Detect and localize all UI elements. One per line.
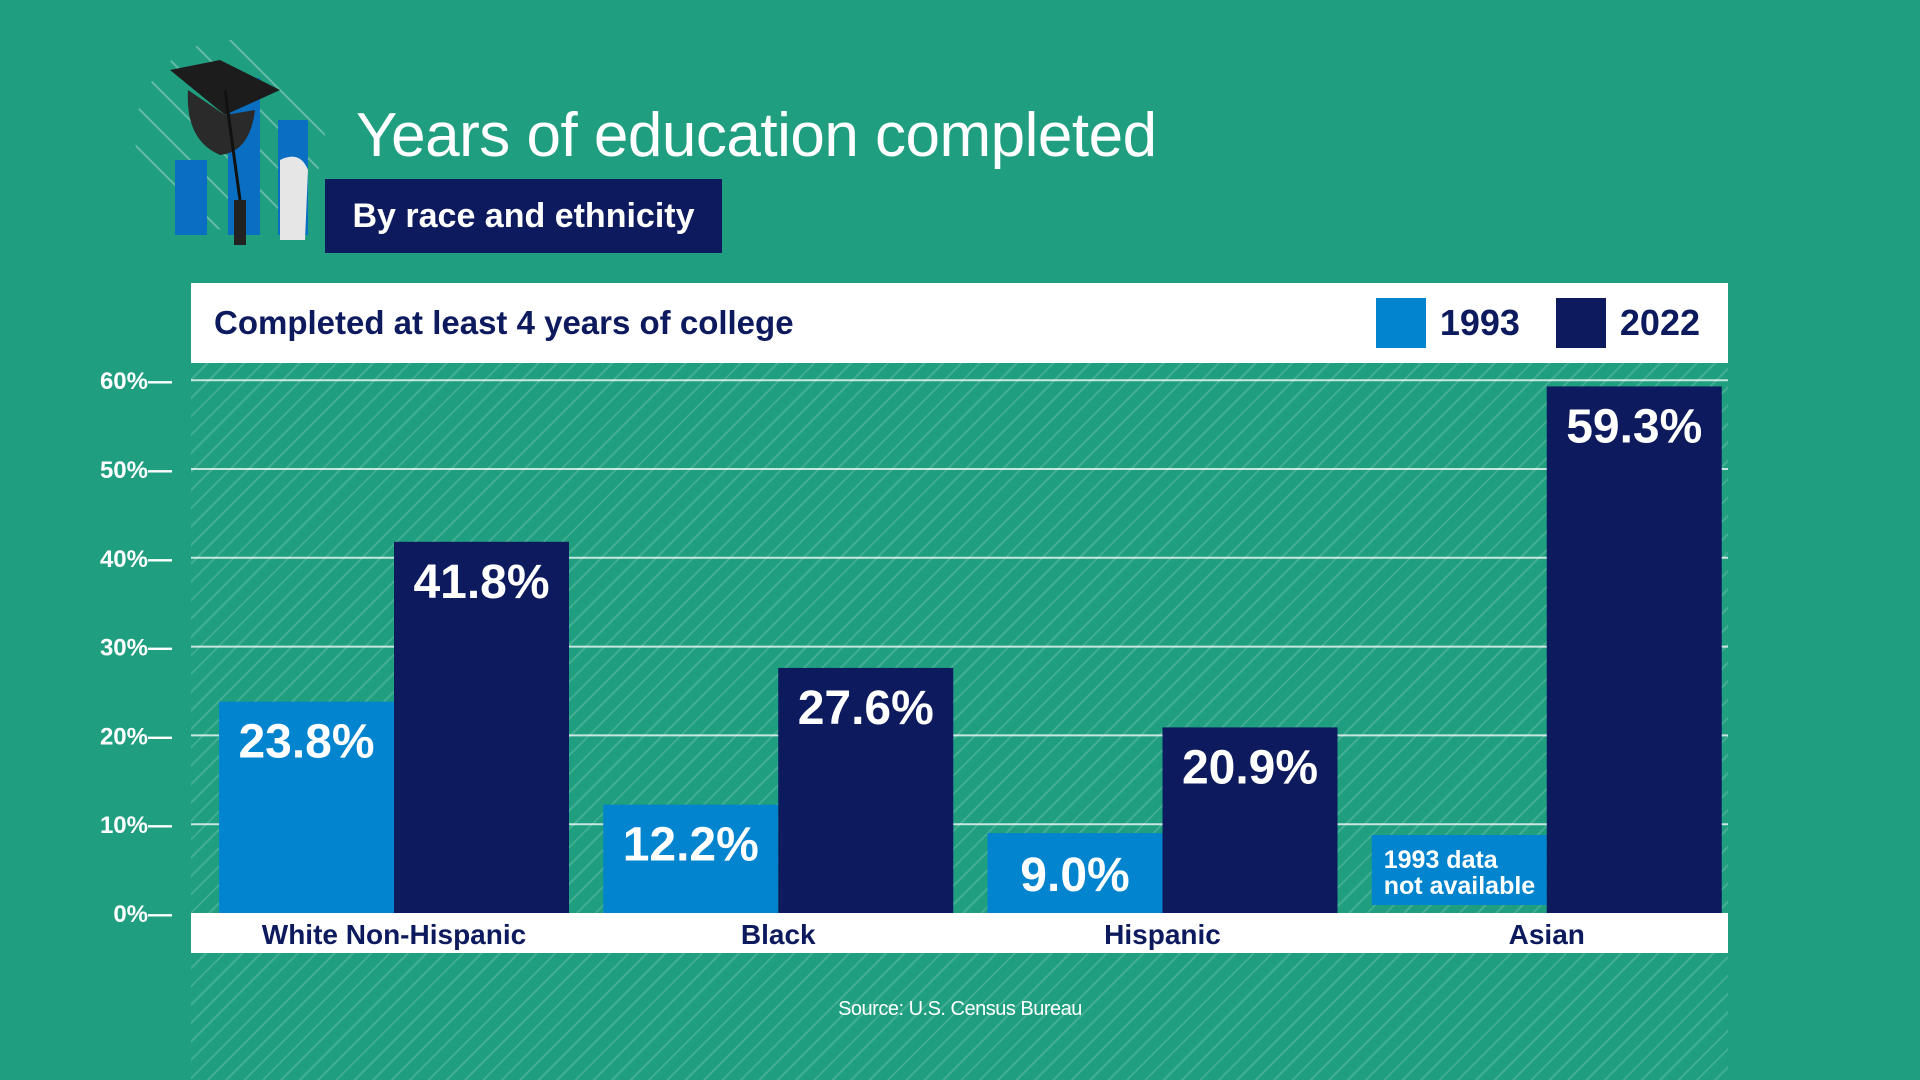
missing-data-box xyxy=(1371,835,1547,905)
y-tick-label: 20%— xyxy=(100,723,172,750)
x-category-label: Hispanic xyxy=(1104,919,1221,950)
x-axis-band xyxy=(191,913,1728,953)
y-tick-label: 10%— xyxy=(100,812,172,839)
y-tick-label: 0%— xyxy=(113,901,172,928)
legend-item-2022: 2022 xyxy=(1555,298,1700,348)
missing-data-note: not available xyxy=(1384,872,1536,900)
x-category-label: Asian xyxy=(1509,919,1585,950)
source-note: Source: U.S. Census Bureau xyxy=(838,998,1082,1020)
legend: 1993 2022 xyxy=(1340,283,1700,363)
bar-1993 xyxy=(603,804,779,913)
x-category-label: White Non-Hispanic xyxy=(262,919,526,950)
bar-2022 xyxy=(1546,386,1722,913)
bar-2022 xyxy=(394,541,569,913)
page-subtitle: By race and ethnicity xyxy=(325,179,722,253)
bar-1993 xyxy=(987,833,1163,913)
chart-header: Completed at least 4 years of college 19… xyxy=(191,283,1728,363)
chart-title: Completed at least 4 years of college xyxy=(214,304,794,341)
legend-swatch-1993 xyxy=(1375,298,1426,348)
y-tick-label: 30%— xyxy=(100,635,172,662)
missing-data-note: 1993 data xyxy=(1384,846,1499,874)
x-category-label: Black xyxy=(741,919,816,950)
data-label: 23.8% xyxy=(238,716,374,769)
data-label: 9.0% xyxy=(1020,849,1129,902)
data-label: 41.8% xyxy=(413,556,549,609)
legend-label-1993: 1993 xyxy=(1439,302,1520,343)
bar-2022 xyxy=(1162,727,1338,913)
y-tick-label: 40%— xyxy=(100,546,172,573)
data-label: 12.2% xyxy=(623,819,759,872)
legend-label-2022: 2022 xyxy=(1619,302,1700,343)
bar-2022 xyxy=(778,667,954,913)
data-label: 59.3% xyxy=(1566,400,1702,453)
page-title: Years of education completed xyxy=(356,101,1157,170)
graduation-cap-icon xyxy=(135,40,325,245)
data-label: 27.6% xyxy=(798,682,934,735)
legend-swatch-2022 xyxy=(1555,298,1606,348)
bar-1993 xyxy=(219,701,394,913)
y-tick-label: 50%— xyxy=(100,457,172,484)
y-tick-label: 60%— xyxy=(100,368,172,395)
data-label: 20.9% xyxy=(1182,741,1318,794)
legend-item-1993: 1993 xyxy=(1375,298,1520,348)
